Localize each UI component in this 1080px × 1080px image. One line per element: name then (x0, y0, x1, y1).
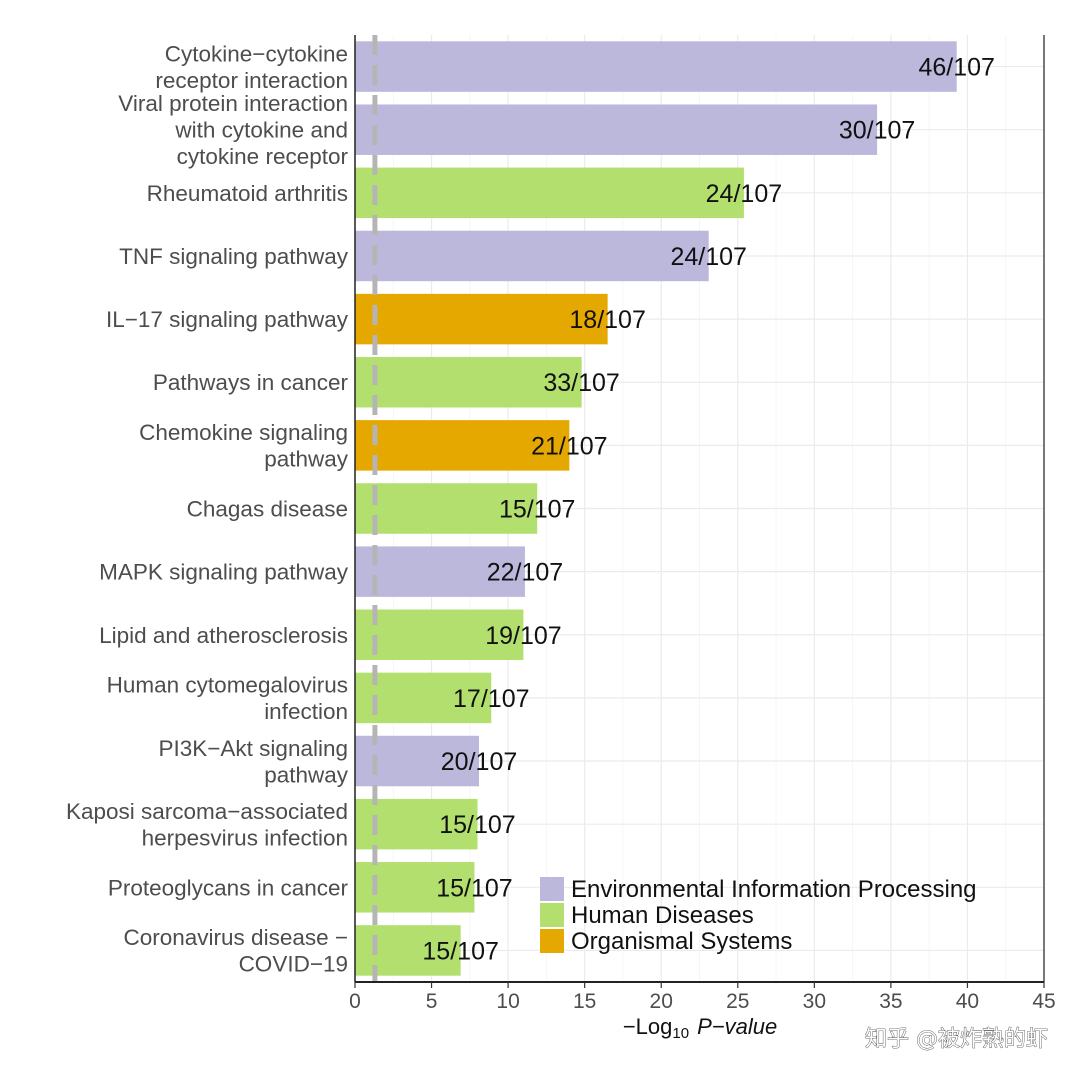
bar (355, 293, 608, 345)
category-label: IL−17 signaling pathway (106, 307, 349, 332)
category-label: Human cytomegalovirus (107, 673, 348, 698)
category-label: Viral protein interaction (118, 91, 348, 116)
bar (355, 41, 957, 92)
bar-value-label: 46/107 (918, 54, 994, 82)
bar-value-label: 20/107 (441, 748, 517, 776)
x-tick-label: 15 (573, 990, 596, 1013)
x-tick-label: 25 (726, 990, 749, 1013)
category-label: receptor interaction (155, 68, 348, 93)
bar-value-label: 15/107 (422, 937, 498, 965)
bar-value-label: 15/107 (439, 811, 515, 839)
legend-swatch (540, 877, 564, 901)
category-label: TNF signaling pathway (119, 244, 349, 269)
category-label: infection (264, 699, 348, 724)
x-axis-title: −Log10 P−value (623, 1014, 777, 1042)
bar (355, 609, 524, 661)
category-label: Coronavirus disease − (124, 925, 349, 950)
legend-label: Environmental Information Processing (571, 876, 977, 903)
x-title-subscript: 10 (672, 1025, 689, 1042)
category-label: herpesvirus infection (142, 825, 348, 850)
category-label: MAPK signaling pathway (99, 560, 349, 585)
bar (355, 483, 538, 534)
bar-value-label: 24/107 (706, 180, 782, 208)
x-axis-ticks: 0 5 10 15 20 25 30 35 40 45 (349, 982, 1056, 1013)
category-label: Kaposi sarcoma−associated (66, 799, 348, 824)
bar-value-label: 22/107 (487, 559, 563, 587)
category-label: Lipid and atherosclerosis (99, 623, 348, 648)
watermark: 知乎 @被炸熟的虾 (865, 1027, 1048, 1052)
bar-value-label: 33/107 (543, 369, 619, 397)
category-label: Chagas disease (187, 497, 348, 522)
category-label: PI3K−Akt signaling (159, 736, 349, 761)
x-tick-label: 5 (426, 990, 438, 1013)
bar (355, 420, 570, 471)
category-label: pathway (264, 762, 349, 787)
x-tick-label: 0 (349, 990, 361, 1013)
bar (355, 546, 525, 597)
category-label: Cytokine−cytokine (165, 41, 348, 66)
bar-value-label: 17/107 (453, 685, 529, 713)
bar-value-label: 15/107 (436, 874, 512, 902)
bar-value-label: 18/107 (569, 306, 645, 334)
legend-label: Human Diseases (571, 902, 754, 929)
bars (355, 41, 957, 976)
bar (355, 230, 709, 282)
bar-value-labels: 46/107 30/107 24/107 24/107 18/107 33/107 21/1… (422, 54, 995, 966)
bar-value-label: 21/107 (531, 432, 607, 460)
bar-value-label: 24/107 (670, 243, 746, 271)
x-title-prefix: −Log (623, 1014, 673, 1039)
legend-swatch (540, 903, 564, 927)
bar-value-label: 15/107 (499, 496, 575, 524)
bar (355, 356, 582, 408)
x-title-italic: P−value (697, 1014, 777, 1039)
x-tick-label: 30 (803, 990, 826, 1013)
category-label: Chemokine signaling (139, 420, 348, 445)
legend: Environmental Information ProcessingHuma… (540, 876, 977, 955)
bar (355, 104, 878, 155)
category-label: COVID−19 (239, 952, 348, 977)
bar-value-label: 19/107 (485, 622, 561, 650)
category-label: cytokine receptor (177, 144, 349, 169)
bar-value-label: 30/107 (839, 117, 915, 145)
category-label: Pathways in cancer (153, 370, 349, 395)
category-label: Rheumatoid arthritis (147, 181, 348, 206)
axes (354, 35, 1045, 983)
bar (355, 167, 744, 219)
x-tick-label: 45 (1032, 990, 1055, 1013)
category-label: Proteoglycans in cancer (108, 875, 349, 900)
category-label: with cytokine and (174, 118, 348, 143)
x-tick-label: 20 (650, 990, 673, 1013)
legend-swatch (540, 929, 564, 953)
x-tick-label: 10 (496, 990, 519, 1013)
x-tick-label: 40 (956, 990, 979, 1013)
legend-label: Organismal Systems (571, 928, 792, 955)
bar (355, 672, 492, 724)
x-tick-label: 35 (879, 990, 902, 1013)
category-label: pathway (264, 447, 349, 472)
